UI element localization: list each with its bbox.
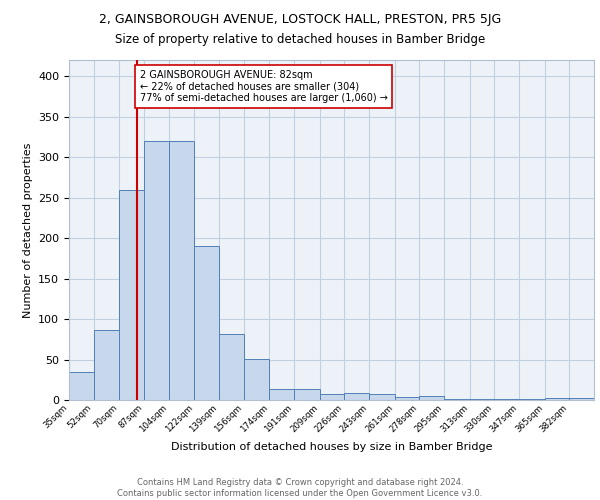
Bar: [519, 399, 545, 400]
Bar: [545, 398, 569, 400]
Text: 2, GAINSBOROUGH AVENUE, LOSTOCK HALL, PRESTON, PR5 5JG: 2, GAINSBOROUGH AVENUE, LOSTOCK HALL, PR…: [99, 12, 501, 26]
Bar: [419, 396, 444, 400]
Bar: [219, 334, 244, 400]
Bar: [344, 392, 369, 400]
Bar: [294, 388, 320, 400]
Bar: [494, 399, 519, 400]
Text: Size of property relative to detached houses in Bamber Bridge: Size of property relative to detached ho…: [115, 32, 485, 46]
Bar: [444, 399, 470, 400]
Text: Contains HM Land Registry data © Crown copyright and database right 2024.
Contai: Contains HM Land Registry data © Crown c…: [118, 478, 482, 498]
Bar: [194, 246, 219, 400]
Bar: [320, 394, 344, 400]
Bar: [119, 190, 144, 400]
Bar: [369, 394, 395, 400]
Bar: [269, 390, 294, 400]
Bar: [244, 358, 269, 400]
Bar: [395, 397, 419, 400]
Bar: [94, 330, 119, 400]
Text: 2 GAINSBOROUGH AVENUE: 82sqm
← 22% of detached houses are smaller (304)
77% of s: 2 GAINSBOROUGH AVENUE: 82sqm ← 22% of de…: [140, 70, 388, 103]
X-axis label: Distribution of detached houses by size in Bamber Bridge: Distribution of detached houses by size …: [171, 442, 492, 452]
Bar: [470, 399, 494, 400]
Bar: [169, 141, 194, 400]
Bar: [69, 372, 94, 400]
Bar: [569, 398, 594, 400]
Y-axis label: Number of detached properties: Number of detached properties: [23, 142, 32, 318]
Bar: [144, 141, 169, 400]
